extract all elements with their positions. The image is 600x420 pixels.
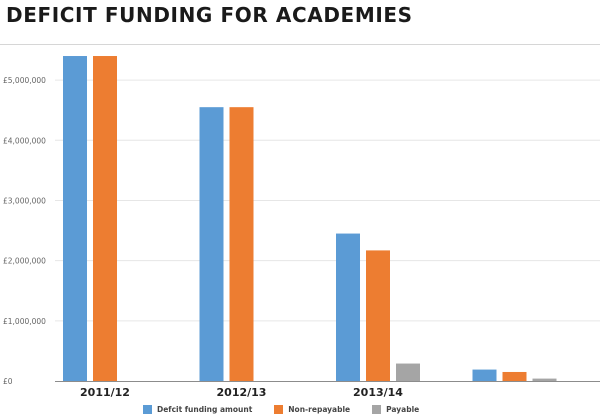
y-tick-label: £3,000,000 (3, 196, 46, 205)
y-tick-label: £0 (3, 377, 13, 386)
bar (502, 371, 527, 381)
gridlines (55, 79, 600, 322)
x-category-label: 2013/14 (353, 386, 403, 399)
bar (472, 369, 497, 381)
legend-swatch-deficit (143, 404, 152, 414)
x-category-label: 2011/12 (80, 386, 130, 399)
legend: Defcit funding amount Non-repayable Paya… (143, 401, 441, 417)
legend-label-payable: Payable (386, 404, 420, 414)
bar (336, 233, 360, 381)
bar (366, 250, 390, 381)
legend-item-payable: Payable (372, 404, 420, 414)
y-tick-label: £4,000,000 (3, 136, 46, 145)
bar (229, 107, 254, 381)
legend-swatch-non-repayable (274, 404, 284, 414)
bar (93, 56, 117, 381)
y-tick-label: £5,000,000 (3, 76, 46, 85)
y-tick-label: £1,000,000 (3, 317, 46, 326)
bars (63, 56, 557, 381)
x-category-label: 2012/13 (217, 386, 267, 399)
y-tick-label: £2,000,000 (3, 257, 46, 266)
bar (532, 378, 557, 381)
x-axis-categories: 2011/12 2012/13 2013/14 (80, 386, 403, 399)
legend-label-deficit: Defcit funding amount (157, 404, 253, 414)
y-axis-ticks: £0 £1,000,000 £2,000,000 £3,000,000 £4,000,0… (3, 76, 46, 386)
bar (199, 107, 224, 381)
bar (63, 56, 87, 381)
title-divider (0, 44, 600, 45)
legend-label-non-repayable: Non-repayable (288, 404, 351, 414)
legend-swatch-payable (372, 404, 382, 414)
legend-item-non-repayable: Non-repayable (274, 404, 351, 414)
chart-title: DEFICIT FUNDING FOR ACADEMIES (6, 3, 413, 27)
legend-item-deficit: Defcit funding amount (143, 404, 253, 414)
bar (396, 363, 420, 381)
